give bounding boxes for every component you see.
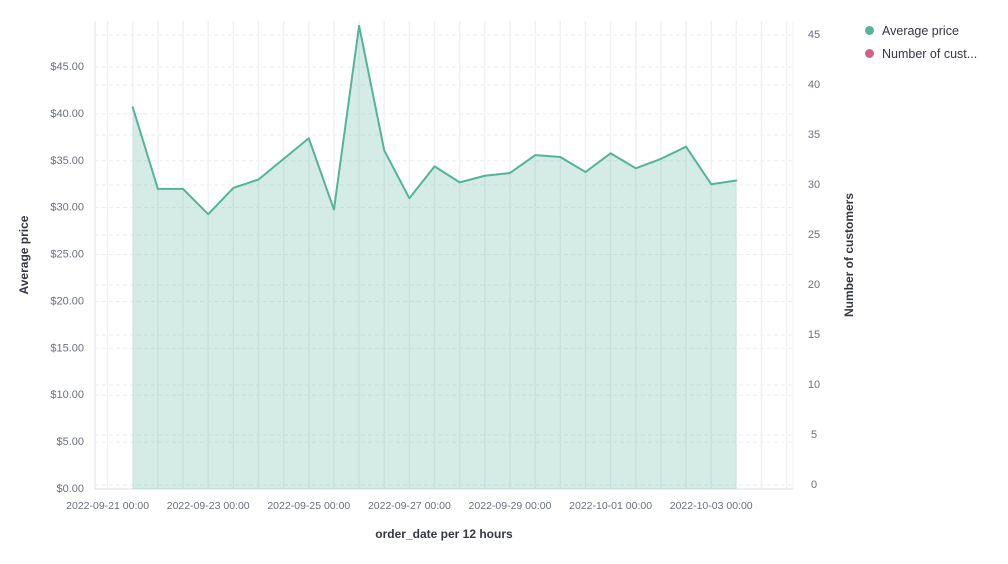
y-axis-tick-label-left: $30.00 (50, 202, 84, 214)
y-axis-tick-label-left: $15.00 (50, 342, 84, 354)
x-axis-tick-label: 2022-09-21 00:00 (66, 500, 149, 512)
legend-item-label: Number of cust... (882, 46, 978, 61)
y-axis-tick-label-right: 0 (811, 479, 817, 491)
y-axis-title-right: Number of customers (842, 192, 856, 318)
y-axis-tick-label-right: 20 (808, 279, 820, 291)
y-axis-tick-label-left: $45.00 (50, 61, 84, 73)
x-axis-tick-label: 2022-09-25 00:00 (267, 500, 350, 512)
y-axis-tick-label-right: 45 (808, 29, 820, 41)
legend-color-dot-icon (865, 49, 874, 58)
y-axis-tick-label-right: 5 (811, 429, 817, 441)
y-axis-tick-label-left: $20.00 (50, 295, 84, 307)
y-axis-tick-label-left: $25.00 (50, 249, 84, 261)
y-axis-title-left: Average price (17, 215, 31, 295)
y-axis-tick-label-right: 35 (808, 129, 820, 141)
y-axis-tick-label-left: $0.00 (56, 483, 84, 495)
axis-lines (94, 21, 794, 490)
axis-tick-labels: $0.00 $5.00 $10.00 $15.00 $20.00 $25.00 $30.00… (50, 29, 820, 512)
x-axis-tick-label: 2022-10-01 00:00 (569, 500, 652, 512)
y-axis-tick-label-right: 10 (808, 379, 820, 391)
y-axis-tick-label-left: $40.00 (50, 108, 84, 120)
x-axis-tick-label: 2022-09-27 00:00 (368, 500, 451, 512)
y-axis-tick-label-left: $10.00 (50, 389, 84, 401)
y-axis-tick-label-right: 40 (808, 79, 820, 91)
x-axis-title: order_date per 12 hours (375, 527, 513, 541)
legend-item-label: Average price (882, 23, 959, 38)
series-area-average-price (132, 25, 737, 490)
y-axis-tick-label-right: 15 (808, 329, 820, 341)
horizontal-gridlines (95, 34, 793, 486)
vertical-gridlines (106, 21, 788, 489)
y-axis-tick-label-right: 25 (808, 229, 820, 241)
legend-item-number-of-customers[interactable]: Number of cust... (865, 42, 977, 65)
y-axis-tick-label-left: $35.00 (50, 155, 84, 167)
y-axis-tick-label-left: $5.00 (56, 436, 84, 448)
x-axis-tick-label: 2022-09-23 00:00 (167, 500, 250, 512)
x-axis-tick-label: 2022-10-03 00:00 (670, 500, 753, 512)
legend-color-dot-icon (865, 26, 874, 35)
x-axis-tick-label: 2022-09-29 00:00 (469, 500, 552, 512)
legend: Average price Number of cust... (865, 19, 977, 65)
y-axis-tick-label-right: 30 (808, 179, 820, 191)
series-line-average-price (131, 24, 738, 216)
legend-item-average-price[interactable]: Average price (865, 19, 977, 42)
